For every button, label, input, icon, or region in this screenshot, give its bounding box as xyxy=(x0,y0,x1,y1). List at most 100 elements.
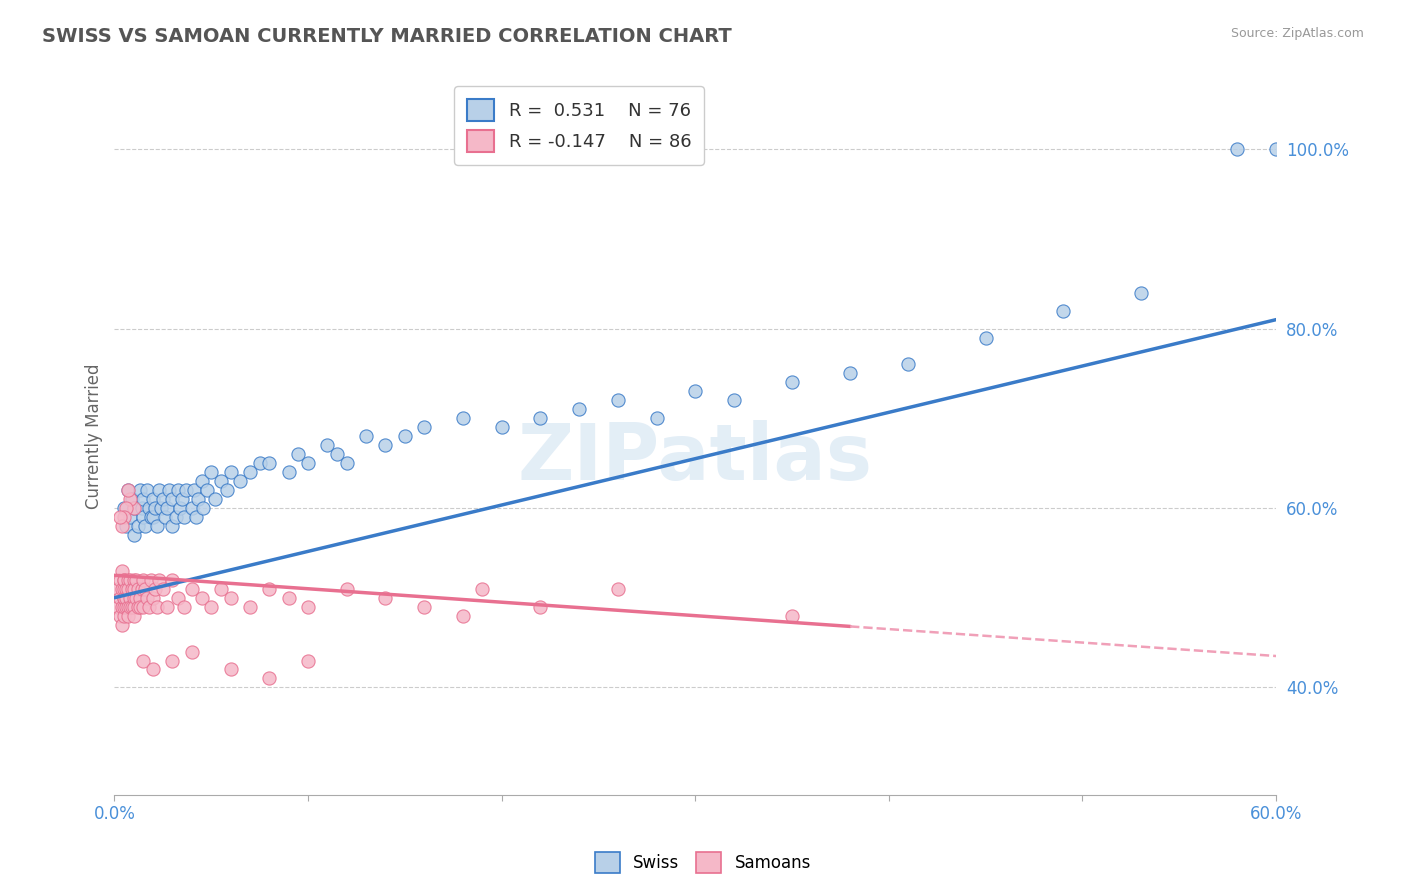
Point xyxy=(451,411,474,425)
Point xyxy=(112,591,135,605)
Point xyxy=(200,599,222,614)
Point xyxy=(336,456,359,470)
Point xyxy=(122,501,145,516)
Point xyxy=(117,582,139,596)
Point xyxy=(122,582,145,596)
Point xyxy=(249,456,271,470)
Point xyxy=(839,367,862,381)
Point xyxy=(142,663,165,677)
Point xyxy=(111,599,134,614)
Point xyxy=(122,591,145,605)
Point xyxy=(297,456,319,470)
Text: Source: ZipAtlas.com: Source: ZipAtlas.com xyxy=(1230,27,1364,40)
Point xyxy=(132,510,155,524)
Point xyxy=(128,591,150,605)
Point xyxy=(215,483,238,497)
Point xyxy=(162,519,184,533)
Point xyxy=(167,591,190,605)
Point xyxy=(529,599,551,614)
Point xyxy=(277,591,299,605)
Point xyxy=(491,420,513,434)
Point xyxy=(117,608,139,623)
Point xyxy=(112,573,135,587)
Point xyxy=(121,599,143,614)
Point xyxy=(115,591,138,605)
Point xyxy=(167,483,190,497)
Point xyxy=(127,582,149,596)
Legend: Swiss, Samoans: Swiss, Samoans xyxy=(588,846,818,880)
Point xyxy=(118,491,141,506)
Point xyxy=(174,483,197,497)
Point xyxy=(165,510,187,524)
Point xyxy=(121,582,143,596)
Point xyxy=(127,599,149,614)
Point xyxy=(183,483,205,497)
Point xyxy=(152,491,174,506)
Point xyxy=(413,420,436,434)
Point xyxy=(136,591,159,605)
Point xyxy=(169,501,191,516)
Point xyxy=(138,501,160,516)
Point xyxy=(1265,142,1288,156)
Point xyxy=(780,608,803,623)
Point xyxy=(125,591,148,605)
Point xyxy=(897,358,920,372)
Point xyxy=(683,384,706,399)
Point xyxy=(112,573,135,587)
Point xyxy=(141,510,163,524)
Point xyxy=(111,519,134,533)
Point xyxy=(156,501,179,516)
Point xyxy=(204,491,226,506)
Point xyxy=(138,599,160,614)
Point xyxy=(122,528,145,542)
Point xyxy=(122,501,145,516)
Point xyxy=(180,501,202,516)
Point xyxy=(259,672,281,686)
Point xyxy=(117,573,139,587)
Point xyxy=(180,582,202,596)
Point xyxy=(157,483,180,497)
Point xyxy=(187,491,209,506)
Point xyxy=(259,456,281,470)
Point xyxy=(122,608,145,623)
Point xyxy=(112,582,135,596)
Point xyxy=(153,510,176,524)
Point xyxy=(239,465,262,479)
Point xyxy=(132,491,155,506)
Point xyxy=(780,376,803,390)
Point xyxy=(162,653,184,667)
Point xyxy=(394,429,416,443)
Point xyxy=(117,483,139,497)
Point xyxy=(219,663,242,677)
Point xyxy=(121,491,143,506)
Point xyxy=(190,591,212,605)
Point xyxy=(568,402,591,417)
Point xyxy=(172,491,194,506)
Point xyxy=(112,501,135,516)
Point xyxy=(107,599,129,614)
Point xyxy=(645,411,668,425)
Point xyxy=(118,591,141,605)
Point xyxy=(173,599,195,614)
Legend: R =  0.531    N = 76, R = -0.147    N = 86: R = 0.531 N = 76, R = -0.147 N = 86 xyxy=(454,87,704,165)
Point xyxy=(326,447,349,461)
Point xyxy=(200,465,222,479)
Point xyxy=(111,564,134,578)
Point xyxy=(115,582,138,596)
Point xyxy=(209,474,232,488)
Point xyxy=(229,474,252,488)
Point xyxy=(219,465,242,479)
Text: SWISS VS SAMOAN CURRENTLY MARRIED CORRELATION CHART: SWISS VS SAMOAN CURRENTLY MARRIED CORREL… xyxy=(42,27,733,45)
Point xyxy=(1129,285,1152,300)
Point xyxy=(112,591,135,605)
Point xyxy=(132,599,155,614)
Point xyxy=(354,429,377,443)
Point xyxy=(132,573,155,587)
Point xyxy=(117,599,139,614)
Point xyxy=(110,510,132,524)
Point xyxy=(117,483,139,497)
Point xyxy=(122,573,145,587)
Point xyxy=(529,411,551,425)
Point xyxy=(184,510,207,524)
Point xyxy=(316,438,339,452)
